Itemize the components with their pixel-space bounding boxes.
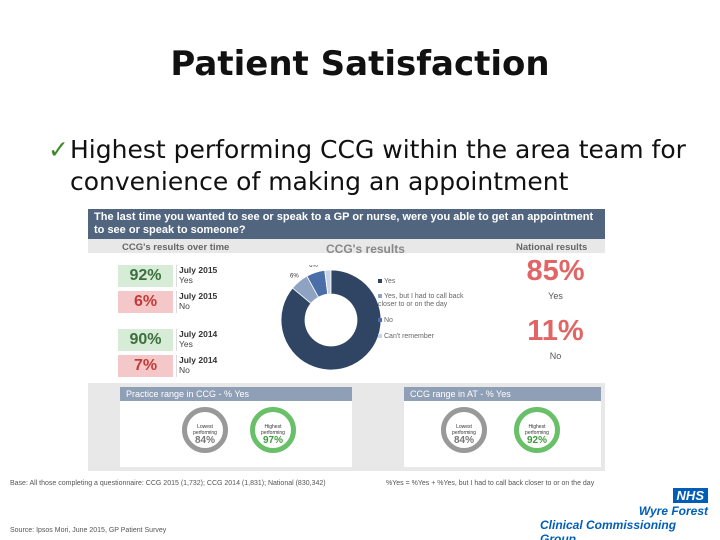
- stat-2015-yes-label: July 2015 Yes: [176, 265, 222, 287]
- legend-swatch: [378, 294, 382, 298]
- national-yes-label: Yes: [548, 291, 563, 301]
- over-time-header: CCG's results over time: [122, 242, 230, 253]
- ccg-low-value: 84%: [453, 435, 474, 446]
- legend-item: No: [378, 317, 468, 325]
- ccg-low-ring: Lowest performing: [441, 407, 487, 453]
- stat-2014-no: 7%: [118, 355, 173, 377]
- org-subtitle: Clinical Commissioning Group: [540, 518, 677, 540]
- stat-2014-no-label: July 2014 No: [176, 355, 222, 377]
- donut-slice-label: 6%: [309, 265, 318, 269]
- legend-item: Yes: [378, 278, 468, 286]
- stat-2015-no-label: July 2015 No: [176, 291, 222, 313]
- legend-label: Yes, but I had to call back closer to or…: [378, 293, 464, 308]
- national-column: 85% Yes 11% No: [506, 253, 605, 383]
- donut-slice-label: 2%: [323, 265, 332, 266]
- nhs-badge: NHS: [672, 488, 708, 503]
- slide-title: Patient Satisfaction: [170, 44, 550, 84]
- legend-label: No: [384, 317, 393, 324]
- practice-low-ring: Lowest performing: [182, 407, 228, 453]
- yes-definition-note: %Yes = %Yes + %Yes, but I had to call ba…: [386, 480, 595, 487]
- donut-slice-label: 6%: [290, 273, 299, 279]
- org-name: Wyre Forest: [638, 504, 708, 518]
- practice-low-value: 84%: [194, 435, 215, 446]
- ccg-range-header: CCG range in AT - % Yes: [404, 387, 601, 401]
- stat-2015-no: 6%: [118, 291, 173, 313]
- survey-panel: The last time you wanted to see or speak…: [88, 209, 605, 471]
- practice-high-value: 97%: [262, 435, 283, 446]
- nhs-logo: NHS Wyre Forest Clinical Commissioning G…: [540, 486, 720, 540]
- ccg-donut-chart: 6%6%2%86%: [280, 265, 382, 371]
- ccg-results-header: CCG's results: [326, 242, 405, 256]
- checkmark-icon: ✓: [48, 135, 69, 164]
- practice-high-ring: Highest performing: [250, 407, 296, 453]
- practice-low-label: Lowest performing: [193, 424, 217, 436]
- source-footnote: Source: Ipsos Mori, June 2015, GP Patien…: [10, 527, 167, 534]
- ccg-high-label: Highest performing: [525, 424, 549, 436]
- over-time-column: 92% July 2015 Yes 6% July 2015 No 90% July…: [88, 253, 258, 383]
- ccg-range-box: CCG range in AT - % Yes Lowest performin…: [404, 387, 601, 467]
- bullet-point: ✓ Highest performing CCG within the area…: [48, 134, 688, 198]
- question-bar: The last time you wanted to see or speak…: [88, 209, 605, 239]
- legend-swatch: [378, 279, 382, 283]
- legend-label: Yes: [384, 278, 396, 285]
- national-no-value: 11%: [527, 315, 584, 347]
- base-footnote: Base: All those completing a questionnai…: [10, 480, 326, 487]
- practice-high-label: Highest performing: [261, 424, 285, 436]
- bullet-text: Highest performing CCG within the area t…: [70, 135, 686, 196]
- ccg-high-value: 92%: [526, 435, 547, 446]
- stat-2014-yes-label: July 2014 Yes: [176, 329, 222, 351]
- legend-swatch: [378, 318, 382, 322]
- national-header: National results: [516, 242, 588, 253]
- ccg-high-ring: Highest performing: [514, 407, 560, 453]
- practice-range-header: Practice range in CCG - % Yes: [120, 387, 352, 401]
- legend-item: Yes, but I had to call back closer to or…: [378, 293, 468, 309]
- legend-item: Can't remember: [378, 333, 468, 341]
- national-yes-value: 85%: [526, 255, 585, 287]
- legend-label: Can't remember: [384, 333, 434, 340]
- stat-2015-yes: 92%: [118, 265, 173, 287]
- legend-swatch: [378, 334, 382, 338]
- practice-range-box: Practice range in CCG - % Yes Lowest per…: [120, 387, 352, 467]
- national-no-label: No: [549, 351, 562, 361]
- stat-2014-yes: 90%: [118, 329, 173, 351]
- ccg-low-label: Lowest performing: [452, 424, 476, 436]
